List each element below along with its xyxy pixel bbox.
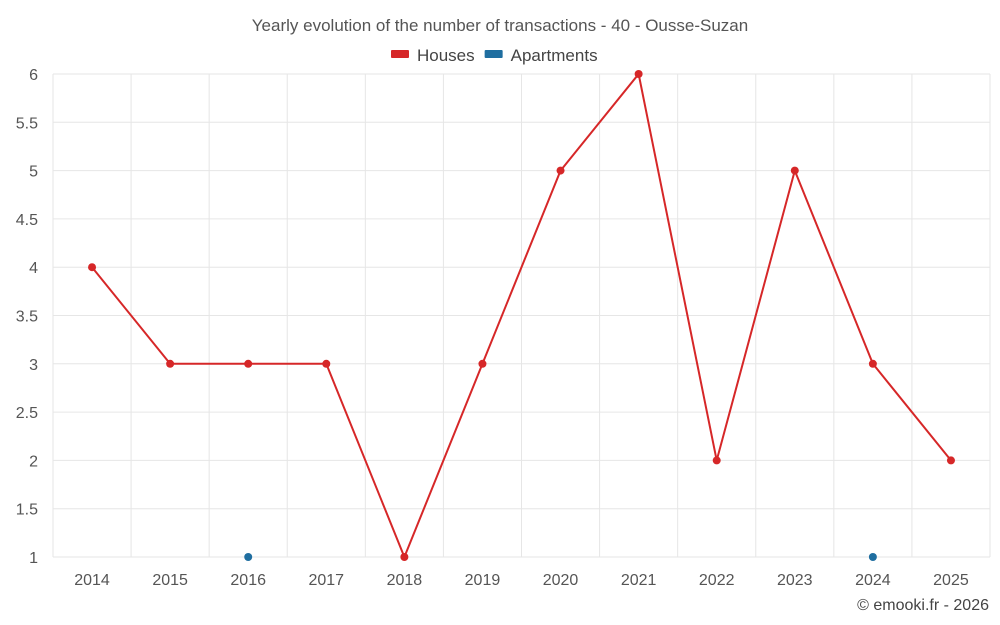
x-tick-label: 2023: [777, 572, 813, 589]
data-point-houses-2017[interactable]: [322, 359, 331, 368]
data-point-houses-2021[interactable]: [634, 70, 643, 78]
x-tick-label: 2025: [933, 572, 969, 589]
data-point-apartments-2024[interactable]: [868, 553, 877, 561]
chart-title: Yearly evolution of the number of transa…: [252, 16, 748, 35]
x-tick-label: 2015: [152, 572, 188, 589]
y-tick-label: 5: [29, 164, 38, 181]
x-tick-label: 2022: [699, 572, 735, 589]
legend-swatch: [484, 50, 503, 58]
y-axis: 1 1.5 2 2.5 3 3.5 4 4.5 5 5.5 6: [16, 67, 38, 567]
series-line: [91, 73, 952, 558]
y-tick-label: 3.5: [16, 309, 38, 326]
data-point-apartments-2016[interactable]: [244, 553, 253, 561]
x-tick-label: 2020: [543, 572, 579, 589]
x-tick-label: 2014: [74, 572, 110, 589]
y-tick-label: 1: [29, 550, 38, 567]
data-point-houses-2019[interactable]: [478, 359, 487, 368]
data-point-houses-2025[interactable]: [946, 456, 955, 465]
data-point-houses-2015[interactable]: [166, 359, 175, 368]
credit-text: © emooki.fr - 2026: [857, 597, 989, 614]
x-tick-label: 2024: [855, 572, 891, 589]
x-tick-label: 2018: [387, 572, 423, 589]
y-tick-label: 2: [29, 453, 38, 470]
series-apartments: [244, 553, 877, 561]
x-tick-label: 2016: [230, 572, 266, 589]
y-tick-label: 5.5: [16, 115, 38, 132]
data-point-houses-2023[interactable]: [790, 166, 799, 175]
series-houses: [88, 70, 955, 561]
y-tick-label: 4.5: [16, 212, 38, 229]
data-point-houses-2024[interactable]: [868, 359, 877, 368]
legend-item-apartments[interactable]: Apartments: [484, 46, 598, 65]
data-point-houses-2022[interactable]: [712, 456, 721, 465]
legend-label: Houses: [417, 46, 475, 65]
chart-series: [88, 70, 955, 561]
data-point-houses-2016[interactable]: [244, 359, 253, 368]
x-tick-label: 2021: [621, 572, 657, 589]
data-point-houses-2020[interactable]: [556, 166, 565, 175]
data-point-houses-2014[interactable]: [88, 263, 97, 272]
x-tick-label: 2019: [465, 572, 501, 589]
y-tick-label: 4: [29, 260, 38, 277]
legend-label: Apartments: [511, 46, 598, 65]
legend-swatch: [391, 50, 409, 58]
y-tick-label: 1.5: [16, 502, 38, 519]
legend-item-houses[interactable]: Houses: [391, 46, 475, 65]
y-tick-label: 6: [29, 67, 38, 84]
y-tick-label: 3: [29, 357, 38, 374]
y-tick-label: 2.5: [16, 405, 38, 422]
x-axis: 2014 2015 2016 2017 2018 2019 2020 2021 2022 2023…: [74, 572, 969, 589]
x-tick-label: 2017: [308, 572, 344, 589]
data-point-houses-2018[interactable]: [400, 553, 409, 561]
chart-legend[interactable]: Houses Apartments: [391, 46, 598, 65]
chart-grid: [52, 73, 991, 558]
